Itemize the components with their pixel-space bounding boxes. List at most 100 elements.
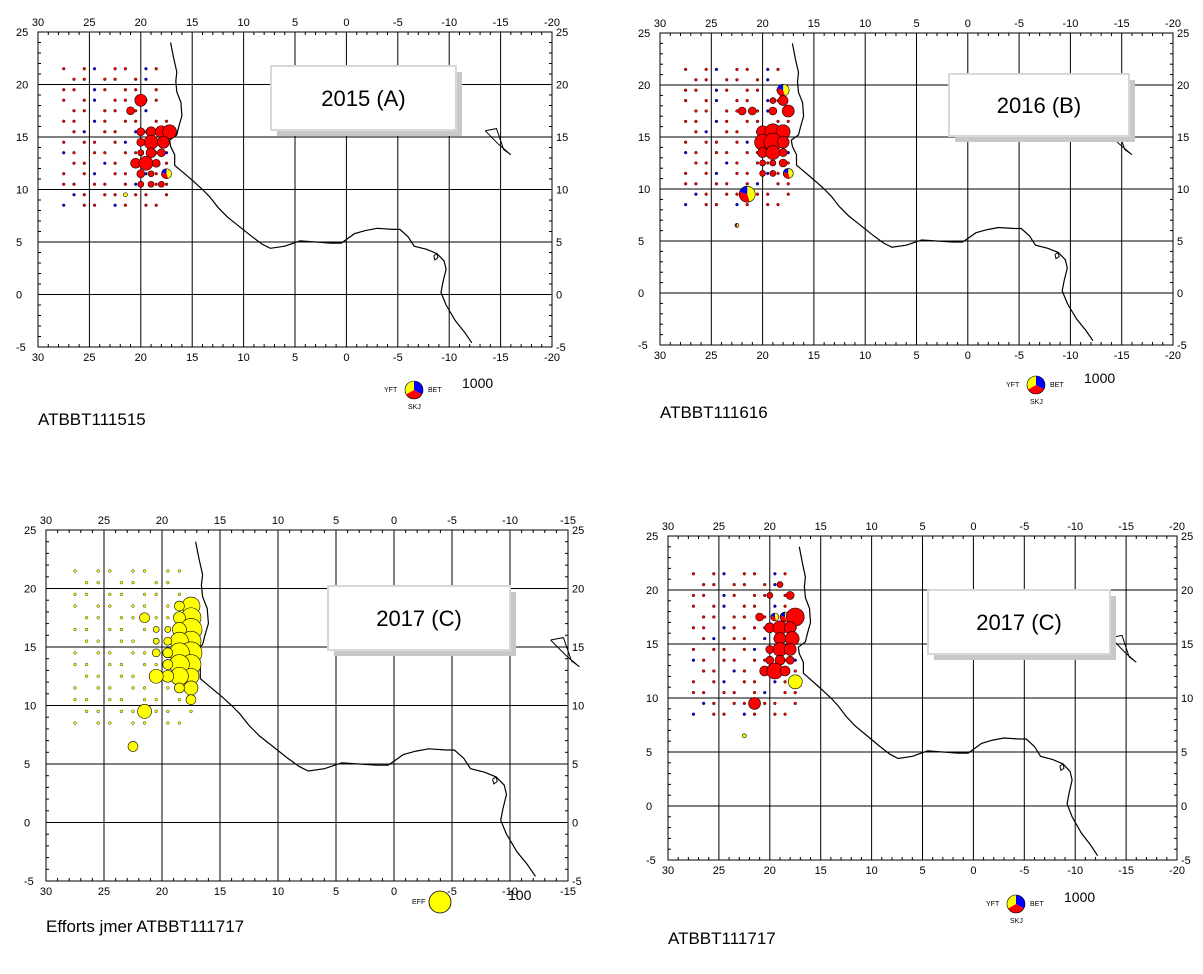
- catch-dot-small: [84, 662, 89, 667]
- catch-dot-small: [735, 98, 739, 103]
- catch-dot-small: [154, 709, 158, 713]
- catch-dot-small: [702, 669, 706, 673]
- latitude-tick-right: 15: [556, 132, 568, 144]
- catch-dot-small: [712, 701, 716, 705]
- catch-dot-small: [143, 627, 147, 632]
- catch-dot-small: [166, 709, 170, 713]
- catch-dot-small: [108, 662, 112, 667]
- longitude-tick-bottom: -10: [502, 886, 518, 898]
- catch-circle: [785, 591, 795, 600]
- catch-circle: [781, 104, 795, 118]
- catch-circle: [143, 134, 159, 150]
- catch-circle: [766, 592, 774, 599]
- catch-dot-small: [164, 182, 169, 186]
- catch-dot-small: [702, 593, 706, 597]
- catch-dot-small: [144, 77, 148, 81]
- catch-dot-small: [103, 161, 107, 165]
- catch-dot-small: [725, 78, 729, 82]
- latitude-tick-left: -5: [646, 855, 656, 867]
- catch-dot-small: [722, 593, 726, 597]
- catch-dot-small: [702, 582, 706, 587]
- catch-dot-small: [752, 572, 757, 576]
- catch-dot-small: [776, 203, 780, 207]
- legend-value: 1000: [1064, 889, 1095, 905]
- longitude-tick-bottom: -15: [1118, 865, 1134, 877]
- catch-dot-small: [143, 592, 147, 596]
- catch-dot-small: [773, 572, 777, 576]
- catch-dot-small: [113, 77, 117, 81]
- catch-dot-small: [119, 627, 123, 632]
- catch-dot-small: [766, 192, 770, 196]
- latitude-tick-right: 25: [1181, 531, 1193, 543]
- catch-circle: [138, 155, 154, 171]
- latitude-tick-right: 10: [1177, 184, 1189, 196]
- catch-circle: [769, 159, 777, 167]
- latitude-tick-left: 20: [24, 584, 36, 596]
- catch-dot-small: [134, 151, 138, 155]
- legend-label-skj: SKJ: [1010, 918, 1023, 925]
- longitude-tick-bottom: 25: [83, 352, 95, 364]
- longitude-tick-top: -20: [1165, 18, 1181, 30]
- catch-dot-small: [773, 680, 777, 684]
- catch-dot-small: [684, 140, 688, 144]
- pie-slice: [777, 84, 784, 91]
- catch-dot-small: [103, 151, 107, 155]
- catch-dot-small: [704, 171, 708, 175]
- map-title: 2017 (C): [976, 610, 1062, 635]
- longitude-tick-bottom: 30: [654, 350, 666, 362]
- catch-dot-small: [714, 182, 719, 186]
- catch-dot-small: [786, 192, 790, 196]
- catch-dot-small: [143, 721, 147, 725]
- island-outline: [1054, 251, 1060, 260]
- longitude-tick-bottom: 10: [237, 352, 249, 364]
- catch-dot-small: [123, 140, 127, 144]
- catch-dot-small: [684, 67, 688, 71]
- catch-circle: [776, 135, 790, 149]
- longitude-tick-top: -15: [1114, 18, 1130, 30]
- catch-dot-small: [166, 604, 170, 608]
- catch-dot-small: [684, 182, 688, 186]
- latitude-tick-right: 25: [556, 27, 568, 39]
- catch-dot-small: [691, 604, 696, 608]
- catch-circle: [158, 180, 165, 188]
- catch-dot-small: [773, 582, 777, 587]
- catch-dot-small: [108, 627, 112, 632]
- catch-dot-small: [72, 88, 76, 92]
- catch-dot-small: [722, 658, 726, 662]
- latitude-tick-left: 25: [24, 525, 36, 537]
- catch-dot-small: [714, 151, 719, 155]
- catch-dot-small: [72, 161, 76, 165]
- longitude-tick-top: -10: [441, 17, 457, 29]
- catch-pie: [161, 168, 172, 180]
- catch-circle: [777, 95, 789, 106]
- pie-slice: [161, 168, 167, 174]
- longitude-tick-top: 25: [713, 521, 725, 533]
- effort-circle: [152, 626, 160, 633]
- catch-circle: [126, 106, 135, 116]
- catch-dot-small: [131, 651, 135, 655]
- catch-dot-small: [773, 701, 777, 705]
- latitude-tick-left: 20: [638, 80, 650, 92]
- catch-dot-small: [722, 647, 726, 651]
- longitude-tick-top: 30: [40, 515, 52, 527]
- legend-label-yft: YFT: [1006, 382, 1020, 389]
- pie-outline: [782, 168, 794, 179]
- catch-dot-small: [108, 698, 112, 702]
- island-outline: [492, 776, 498, 785]
- pie-slice: [783, 168, 789, 174]
- catch-dot-small: [92, 203, 97, 207]
- latitude-tick-right: -5: [1177, 340, 1187, 352]
- latitude-tick-left: 5: [646, 747, 652, 759]
- island-outline: [484, 128, 512, 156]
- catch-dot-small: [92, 151, 97, 155]
- catch-dot-small: [103, 88, 107, 92]
- longitude-tick-bottom: 20: [156, 886, 168, 898]
- catch-dot-small: [691, 572, 696, 576]
- latitude-tick-left: 25: [16, 27, 28, 39]
- catch-dot-small: [82, 172, 86, 176]
- catch-dot-small: [123, 88, 127, 92]
- latitude-tick-right: 5: [1181, 747, 1187, 759]
- catch-dot-small: [82, 203, 86, 207]
- longitude-tick-bottom: 20: [135, 352, 147, 364]
- longitude-tick-bottom: 25: [713, 865, 725, 877]
